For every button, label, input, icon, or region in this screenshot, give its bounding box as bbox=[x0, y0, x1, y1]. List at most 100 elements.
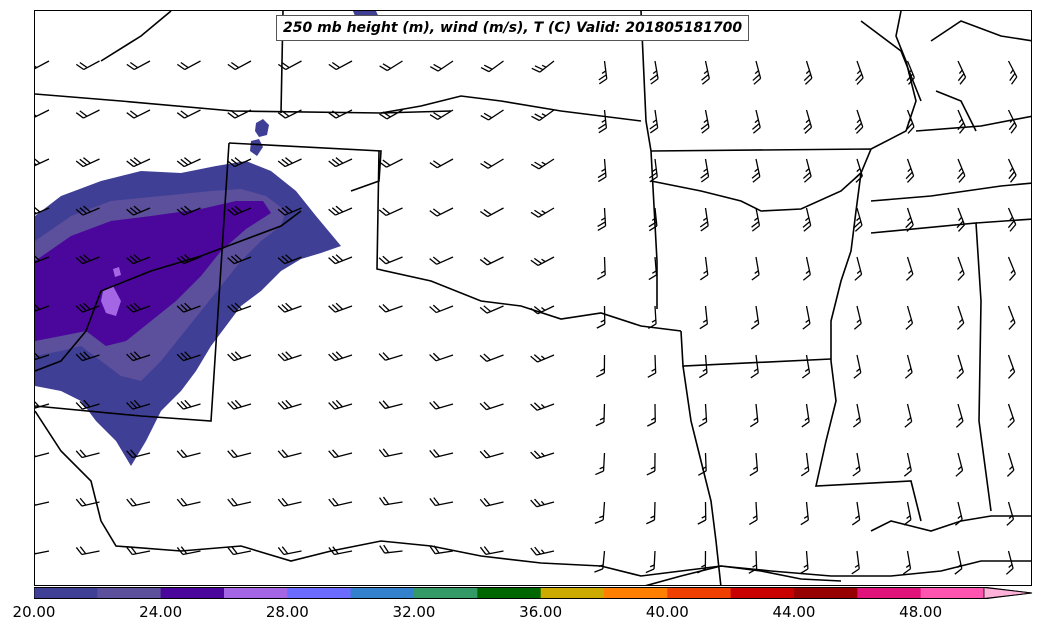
wind-barb bbox=[700, 158, 710, 183]
wind-barb bbox=[35, 302, 50, 313]
colorbar-segment bbox=[160, 587, 225, 599]
wind-barb bbox=[429, 60, 454, 72]
wind-barb bbox=[378, 303, 403, 313]
wind-barb bbox=[1006, 452, 1015, 477]
wind-barb bbox=[697, 452, 707, 476]
wind-barb bbox=[955, 452, 964, 477]
colorbar-segment bbox=[34, 587, 98, 599]
wind-barb bbox=[852, 403, 862, 428]
wind-barb bbox=[1006, 501, 1015, 526]
wind-barb bbox=[697, 550, 707, 574]
wind-barb bbox=[750, 354, 759, 379]
wind-barb bbox=[227, 60, 252, 71]
colorbar-segment bbox=[604, 587, 668, 599]
wind-barb bbox=[328, 546, 353, 556]
wind-barb bbox=[956, 158, 966, 183]
shade-outer-spot2 bbox=[250, 139, 263, 156]
wind-barb bbox=[75, 449, 100, 459]
wind-barb bbox=[597, 256, 606, 280]
wind-barb bbox=[530, 402, 555, 411]
wind-barb bbox=[803, 60, 813, 85]
wind-barb bbox=[176, 449, 201, 459]
wind-barb bbox=[750, 305, 760, 330]
boundary-ar-la bbox=[680, 330, 832, 367]
wind-barb bbox=[649, 109, 659, 134]
wind-barb bbox=[649, 60, 659, 85]
wind-barb bbox=[277, 60, 302, 71]
map-panel bbox=[34, 10, 1032, 586]
wind-barb bbox=[904, 354, 913, 379]
wind-barb bbox=[277, 254, 302, 265]
wind-barb bbox=[480, 158, 504, 169]
wind-barb bbox=[595, 452, 606, 476]
boundary-mo-ar bbox=[650, 148, 873, 212]
wind-barb bbox=[227, 546, 252, 556]
wind-barb bbox=[75, 399, 100, 410]
colorbar-tick-label: 28.00 bbox=[265, 603, 309, 621]
wind-barb bbox=[957, 109, 966, 134]
shade-outer-spot bbox=[255, 119, 269, 137]
wind-barb bbox=[429, 352, 454, 362]
wind-barb bbox=[530, 546, 555, 556]
wind-barbs bbox=[35, 60, 1018, 575]
wind-barb bbox=[954, 550, 963, 575]
colorbar-outline bbox=[34, 587, 1033, 599]
wind-barb bbox=[698, 354, 708, 379]
wind-barb bbox=[75, 109, 100, 119]
wind-barb bbox=[227, 351, 252, 362]
wind-barb bbox=[854, 256, 863, 281]
wind-barb bbox=[126, 302, 151, 313]
wind-barb bbox=[176, 254, 201, 265]
colorbar-tick-label: 44.00 bbox=[772, 603, 816, 621]
wind-barb bbox=[227, 254, 252, 265]
colorbar bbox=[34, 587, 1033, 599]
wind-barb bbox=[75, 60, 100, 71]
wind-barb bbox=[646, 501, 656, 525]
wind-barb bbox=[480, 109, 504, 121]
wind-barb bbox=[429, 497, 454, 507]
colorbar-segment bbox=[350, 587, 415, 599]
wind-barb bbox=[598, 109, 608, 134]
wind-barb bbox=[328, 157, 353, 168]
colorbar-tick-label: 36.00 bbox=[519, 603, 563, 621]
boundary-gulf-coast bbox=[645, 565, 842, 585]
wind-barb bbox=[1007, 109, 1018, 134]
wind-barb bbox=[75, 546, 100, 556]
wind-barb bbox=[800, 501, 809, 526]
wind-barb bbox=[35, 60, 50, 71]
colorbar-segment bbox=[667, 587, 732, 599]
wind-barb bbox=[176, 60, 201, 71]
wind-barb bbox=[751, 207, 761, 232]
wind-barb bbox=[378, 255, 403, 265]
wind-barb bbox=[35, 254, 50, 265]
wind-barb bbox=[800, 452, 810, 477]
wind-barb bbox=[903, 452, 912, 477]
wind-barb bbox=[328, 302, 353, 313]
wind-speed-shading bbox=[35, 11, 383, 466]
wind-barb bbox=[479, 401, 504, 411]
boundary-nm-colorado bbox=[228, 142, 382, 192]
wind-barb bbox=[379, 109, 403, 120]
boundary-river-ms bbox=[814, 172, 922, 522]
wind-barb bbox=[646, 452, 656, 476]
wind-barb bbox=[227, 109, 252, 119]
wind-barb bbox=[1007, 60, 1018, 85]
wind-barb bbox=[480, 60, 504, 73]
wind-barb bbox=[854, 109, 864, 134]
wind-barb bbox=[752, 60, 762, 85]
wind-barb bbox=[699, 207, 709, 232]
wind-barb bbox=[530, 498, 555, 508]
wind-barb bbox=[75, 497, 100, 507]
colorbar-segment bbox=[540, 587, 605, 599]
colorbar-segment bbox=[730, 587, 795, 599]
boundary-mississippi bbox=[870, 11, 917, 150]
wind-barb bbox=[801, 403, 810, 428]
boundary-tx-mexico bbox=[35, 410, 1031, 577]
wind-barb bbox=[35, 109, 50, 119]
wind-barb bbox=[955, 403, 964, 428]
wind-barb bbox=[645, 550, 656, 574]
wind-barb bbox=[647, 354, 657, 378]
wind-barb bbox=[35, 399, 50, 410]
wind-barb bbox=[956, 305, 965, 330]
wind-barb bbox=[853, 207, 863, 232]
